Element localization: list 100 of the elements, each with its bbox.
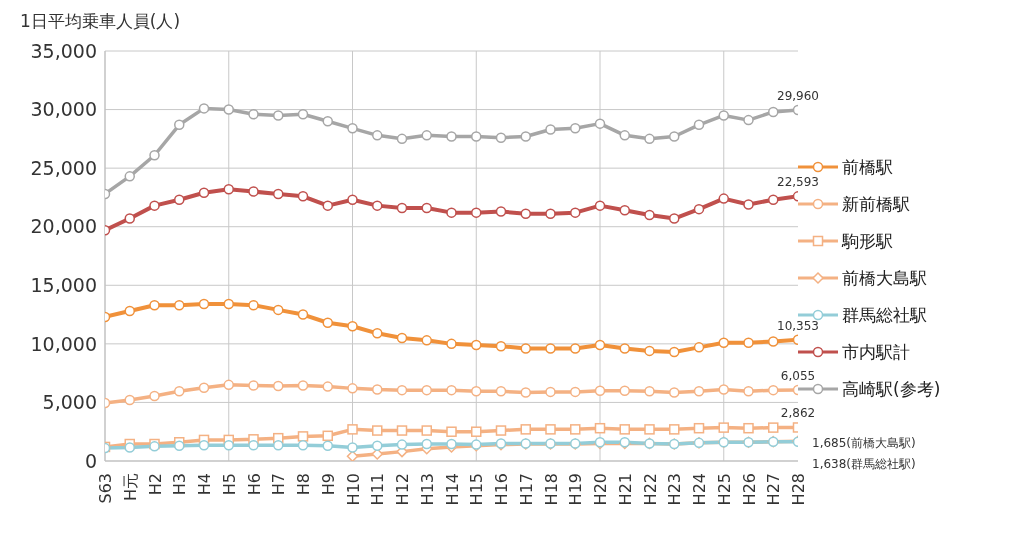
point	[347, 424, 358, 435]
point	[570, 343, 581, 354]
point	[149, 200, 160, 211]
y-tick-label: 25,000	[30, 156, 97, 179]
x-tick-label: H22	[640, 473, 660, 506]
point	[347, 442, 358, 453]
point	[273, 304, 284, 316]
point	[248, 380, 259, 391]
point	[669, 213, 680, 224]
point	[520, 343, 531, 354]
point	[768, 336, 779, 347]
point	[223, 104, 234, 115]
point	[495, 340, 507, 352]
point	[768, 422, 779, 433]
legend-label: 群馬総社駅	[842, 303, 927, 327]
point	[718, 193, 729, 204]
point	[421, 130, 432, 141]
data-label: 2,862	[780, 406, 816, 421]
point	[768, 194, 779, 206]
point	[322, 430, 333, 442]
point	[322, 116, 333, 127]
point	[174, 440, 185, 452]
point	[594, 422, 606, 434]
data-label: 29,960	[777, 89, 819, 104]
point	[322, 200, 333, 211]
x-tick-label: S63	[96, 473, 115, 504]
point	[669, 131, 680, 142]
point	[520, 424, 531, 435]
point	[693, 422, 705, 434]
point	[693, 203, 705, 215]
point	[768, 106, 779, 118]
point	[421, 438, 432, 450]
point	[570, 123, 581, 134]
point	[174, 386, 185, 397]
point	[446, 338, 457, 350]
y-tick-label: 5,000	[42, 391, 97, 414]
point	[124, 305, 135, 317]
point	[718, 337, 729, 348]
point	[248, 186, 259, 197]
point	[669, 346, 680, 358]
point	[570, 207, 581, 218]
point	[297, 191, 309, 202]
point	[396, 332, 408, 344]
point	[273, 439, 284, 451]
point	[174, 119, 185, 131]
point	[297, 380, 309, 391]
point	[347, 321, 358, 332]
point	[248, 439, 259, 451]
x-tick-label: H21	[615, 473, 635, 506]
point	[446, 131, 457, 142]
point	[619, 385, 630, 396]
point	[693, 119, 705, 131]
point	[495, 206, 507, 217]
point	[421, 335, 432, 346]
point	[619, 205, 630, 216]
point	[743, 422, 754, 434]
point	[693, 342, 705, 353]
point	[471, 386, 482, 397]
point	[124, 171, 135, 182]
point	[149, 150, 160, 161]
point	[495, 132, 507, 143]
point	[471, 207, 482, 218]
point	[421, 425, 432, 436]
point	[372, 425, 383, 436]
point	[273, 380, 284, 392]
x-tick-label: H7	[269, 473, 289, 496]
point	[174, 299, 185, 311]
x-tick-label: H元	[120, 473, 140, 502]
data-label: 22,593	[777, 175, 819, 190]
point	[644, 209, 655, 221]
y-tick-label: 10,000	[30, 332, 97, 355]
point	[198, 382, 210, 394]
point	[396, 439, 408, 450]
data-label: 6,055	[780, 369, 816, 384]
point	[619, 424, 630, 435]
point	[396, 202, 408, 214]
point	[768, 384, 779, 396]
x-tick-label: H28	[789, 473, 808, 506]
y-tick-label: 30,000	[30, 98, 97, 121]
point	[693, 386, 705, 397]
point	[644, 424, 655, 435]
point	[297, 109, 309, 120]
point	[297, 309, 309, 320]
point	[520, 208, 531, 220]
x-tick-label: H23	[665, 473, 685, 506]
point	[124, 394, 135, 406]
point	[198, 298, 210, 310]
point	[322, 381, 333, 392]
legend-label: 前橋駅	[842, 155, 893, 179]
point	[223, 183, 234, 195]
point	[495, 386, 507, 397]
point	[743, 199, 754, 210]
x-tick-label: H12	[393, 473, 412, 506]
x-tick-label: H25	[714, 473, 734, 506]
point	[545, 208, 556, 220]
point	[421, 384, 432, 396]
point	[174, 194, 185, 206]
point	[198, 187, 210, 198]
point	[198, 103, 210, 114]
point	[372, 440, 383, 452]
